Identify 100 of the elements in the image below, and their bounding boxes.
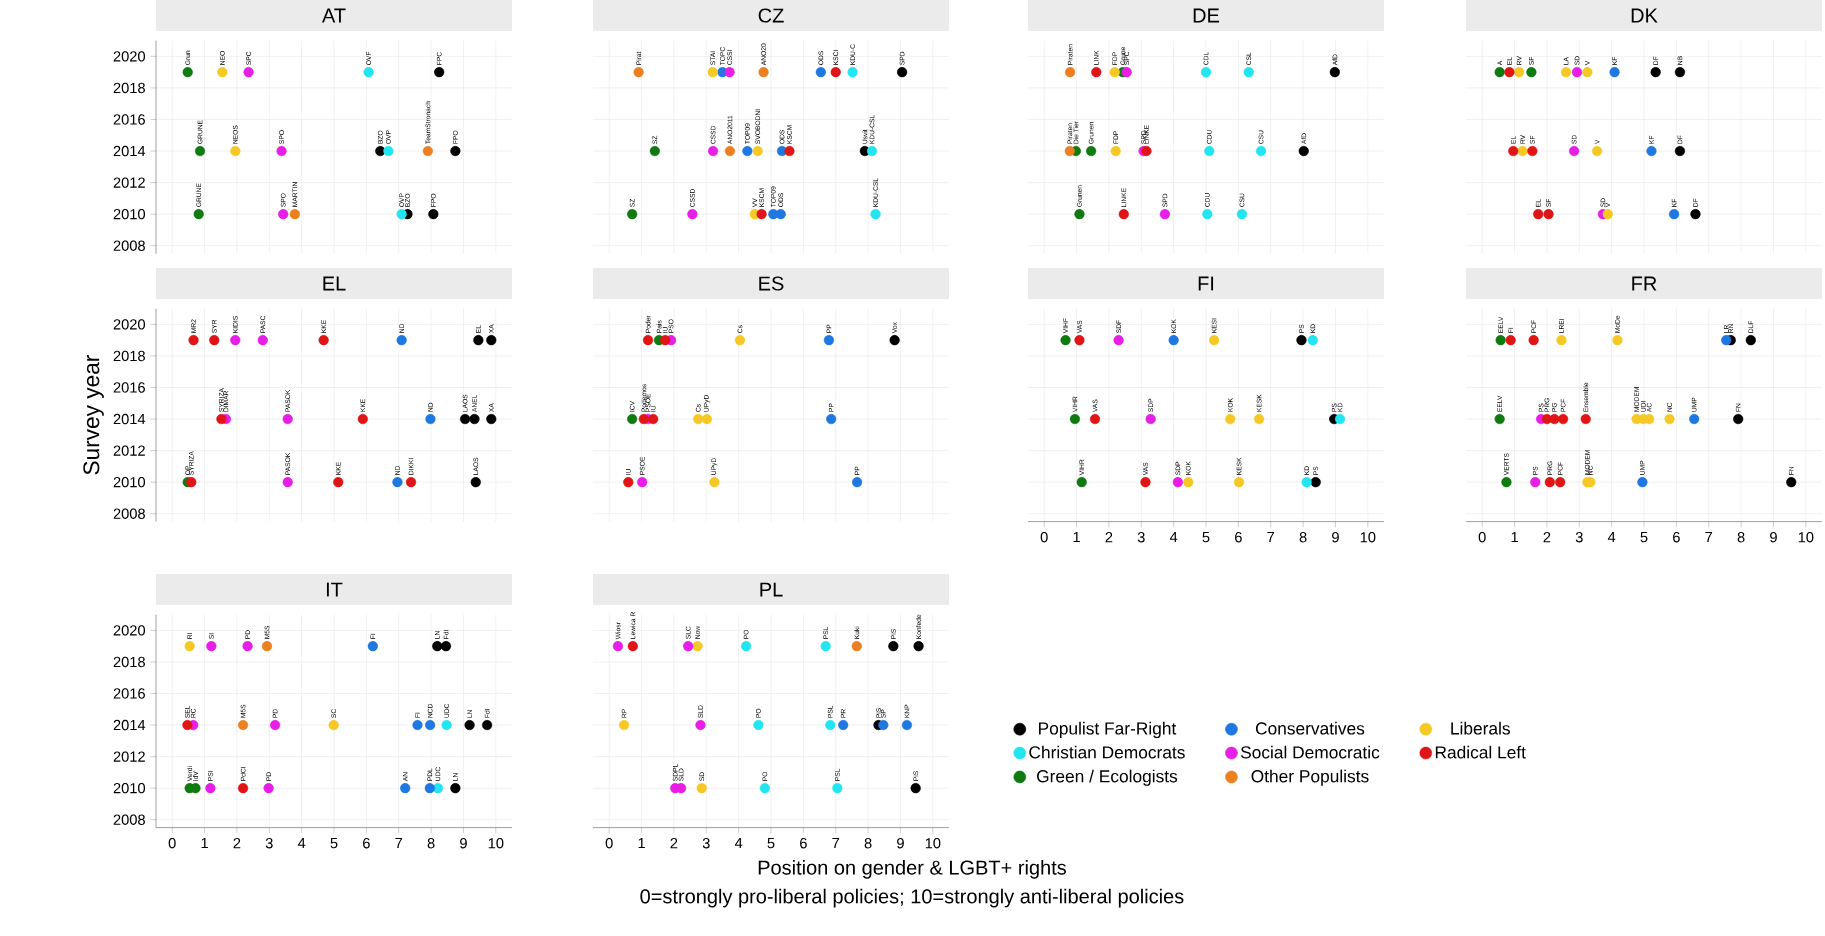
point [182,720,193,731]
point [392,477,403,488]
point [357,414,368,425]
x-tick-label: 2 [233,838,241,849]
y-tick-label: 2012 [113,445,145,456]
point [425,414,436,425]
x-tick-label: 6 [1235,532,1242,543]
point [193,209,204,220]
x-tick-label: 3 [1575,532,1583,543]
point [396,209,407,220]
point [328,720,339,731]
point [194,146,206,157]
x-tick-label: 0 [1478,532,1486,543]
x-tick-label: 3 [265,838,273,849]
y-tick-label: 2020 [113,51,146,62]
point [243,67,254,78]
point [188,335,199,346]
point [405,477,417,488]
x-tick-label: 10 [1798,532,1814,543]
x-tick-label: 10 [925,838,941,849]
chart-title: IT [326,582,343,597]
x-tick-label: 9 [1770,532,1777,543]
x-tick-label: 5 [767,838,775,849]
point [184,641,195,652]
point [242,641,253,652]
point [440,641,452,652]
point [261,641,273,652]
x-tick-label: 3 [702,838,710,849]
point [209,335,220,346]
point [237,783,249,794]
chart-title: DK [1631,8,1658,23]
point [282,477,293,488]
point [182,67,193,78]
x-tick-label: 10 [1360,532,1376,543]
x-tick-label: 1 [1511,532,1518,543]
y-tick-label: 2010 [113,477,146,488]
y-tick-label: 2008 [113,508,145,520]
point [396,335,407,346]
y-tick-label: 2016 [113,688,145,699]
y-tick-label: 2016 [113,114,145,125]
point [464,720,475,731]
chart-title: PL [760,582,783,597]
legend-label: Christian Democrats [1029,745,1185,759]
point [450,146,461,157]
y-tick-label: 2010 [113,209,146,220]
point [441,720,452,731]
point [425,720,436,731]
legend-label: Populist Far-Right [1039,722,1177,739]
legend-label: Social Democratic [1240,745,1380,759]
point [486,414,497,425]
x-tick-label: 4 [734,838,743,849]
x-tick-label: 6 [800,838,807,849]
point [432,641,443,652]
y-tick-label: 2010 [113,783,146,794]
y-tick-label: 2018 [113,656,145,668]
point [237,720,249,731]
y-tick-label: 2008 [113,240,145,252]
x-axis-title: Position on gender & LGBT+ rights [758,860,1067,879]
legend-label: Conservatives [1255,722,1365,735]
y-tick-label: 2008 [113,814,145,826]
chart-title: DE [1193,8,1220,23]
point [278,209,289,220]
point [205,783,216,794]
point [412,720,423,731]
point [282,414,293,425]
point [230,146,241,157]
point [383,146,394,157]
point [333,477,344,488]
x-tick-label: 9 [897,838,904,849]
point [367,641,378,652]
text: 0=strongly pro-liberal policies; 10=strongly anti-liberal policies [640,888,1184,908]
point [460,414,471,425]
y-axis-title: Survey year [83,355,104,475]
y-tick-label: 2016 [113,382,145,393]
point [263,783,274,794]
point [434,67,445,78]
point [473,335,484,346]
point [482,720,493,731]
y-tick-label: 2014 [113,414,146,425]
x-tick-label: 0 [605,838,613,849]
y-tick-label: 2014 [113,146,146,157]
x-tick-label: 2 [670,838,678,849]
chart-title: ES [759,276,784,291]
y-tick-label: 2014 [113,720,146,731]
chart-title: FI [1198,276,1214,291]
x-tick-label: 8 [1299,532,1307,543]
x-tick-label: 9 [460,838,467,849]
x-tick-label: 7 [1267,532,1275,543]
point [230,335,241,346]
x-tick-label: 5 [330,838,338,849]
y-tick-label: 2020 [113,625,146,636]
chart-title: CZ [758,8,784,23]
x-tick-label: 1 [638,838,645,849]
point [270,720,281,731]
x-tick-label: 6 [363,838,370,849]
point [469,414,480,425]
y-tick-label: 2018 [113,82,145,94]
legend-label: Green / Ecologists [1037,769,1178,787]
x-tick-label: 9 [1332,532,1339,543]
chart-title: FR [1632,276,1657,291]
